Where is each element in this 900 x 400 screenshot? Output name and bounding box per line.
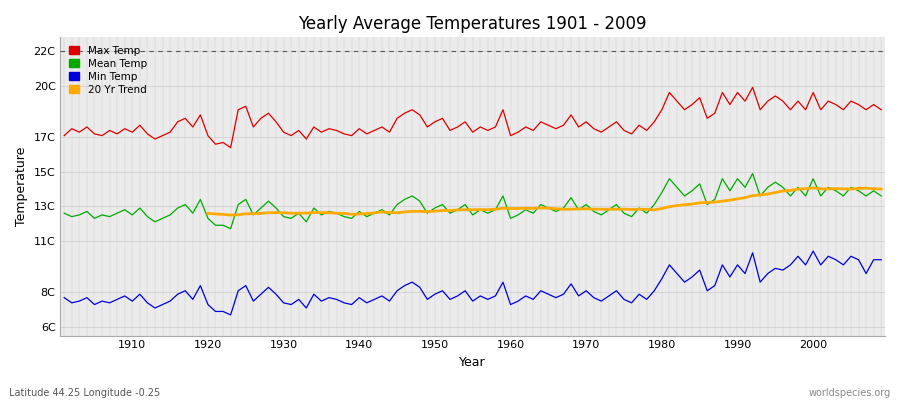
Text: worldspecies.org: worldspecies.org xyxy=(809,388,891,398)
Legend: Max Temp, Mean Temp, Min Temp, 20 Yr Trend: Max Temp, Mean Temp, Min Temp, 20 Yr Tre… xyxy=(66,42,149,98)
X-axis label: Year: Year xyxy=(459,356,486,369)
Y-axis label: Temperature: Temperature xyxy=(15,147,28,226)
Text: Latitude 44.25 Longitude -0.25: Latitude 44.25 Longitude -0.25 xyxy=(9,388,160,398)
Title: Yearly Average Temperatures 1901 - 2009: Yearly Average Temperatures 1901 - 2009 xyxy=(299,15,647,33)
